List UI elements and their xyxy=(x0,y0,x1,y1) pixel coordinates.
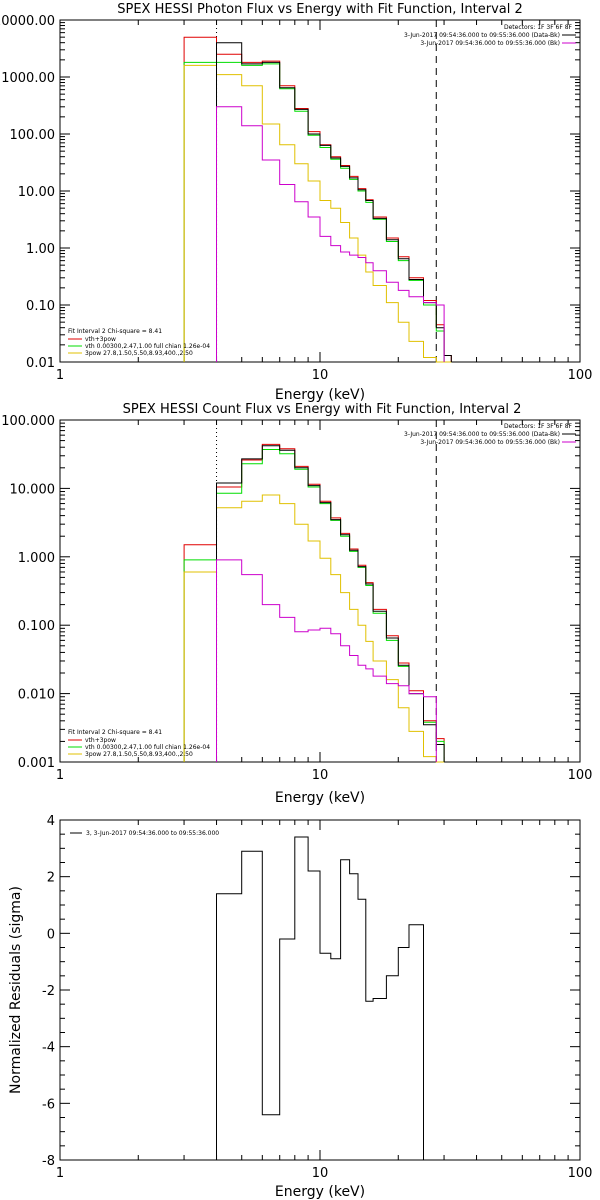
series-line-3 xyxy=(216,42,452,362)
x-tick-label: 1 xyxy=(56,768,64,783)
series-line-2 xyxy=(183,64,452,363)
x-tick-label: 10 xyxy=(312,368,329,383)
series-line-1 xyxy=(183,449,445,762)
residual-legend-label: 3, 3-Jun-2017 09:54:36.000 to 09:55:36.0… xyxy=(86,830,219,837)
y-tick-label: 1.00 xyxy=(26,242,55,257)
count-flux-panel: SPEX HESSI Count Flux vs Energy with Fit… xyxy=(1,402,592,806)
fit-legend-label-0: vth+3pow xyxy=(85,737,116,744)
y-tick-label: 4 xyxy=(47,814,55,829)
y-tick-label: 2 xyxy=(47,871,55,886)
y-tick-label: -6 xyxy=(42,1097,55,1112)
x-tick-label: 100 xyxy=(568,1166,593,1181)
series-line-0 xyxy=(183,36,452,362)
fit-legend-label-1: vth 0.00300,2.47,1.00 full chian 1.26e-0… xyxy=(85,343,210,350)
legend-data-bk-label: 3-Jun-2017 09:54:36.000 to 09:55:36.000 … xyxy=(404,32,560,39)
detectors-label: Detectors: 1F 3F 6F 8F xyxy=(504,423,573,430)
series-group xyxy=(183,20,452,363)
series-line-1 xyxy=(183,61,452,363)
axis-ticks: 1 10 100 -8 -6 -4 -2 0 2 4 xyxy=(42,814,592,1181)
series-line-0 xyxy=(183,443,445,762)
y-tick-label: 0.010 xyxy=(18,688,55,703)
series-line-4 xyxy=(216,106,445,362)
y-tick-label: 10.00 xyxy=(18,185,55,200)
fit-legend: Fit Interval 2 Chi-square = 8.41 vth+3po… xyxy=(68,729,210,758)
plot-frame xyxy=(59,419,581,763)
top-legend: Detectors: 1F 3F 6F 8F 3-Jun-2017 09:54:… xyxy=(404,24,576,47)
fit-header: Fit Interval 2 Chi-square = 8.41 xyxy=(68,729,162,736)
y-tick-label: -2 xyxy=(42,984,55,999)
panel-title: SPEX HESSI Count Flux vs Energy with Fit… xyxy=(123,402,522,417)
residual-legend: 3, 3-Jun-2017 09:54:36.000 to 09:55:36.0… xyxy=(70,830,219,837)
legend-data-bk-label: 3-Jun-2017 09:54:36.000 to 09:55:36.000 … xyxy=(404,431,560,438)
series-group xyxy=(216,836,424,1160)
residuals-panel: 1 10 100 -8 -6 -4 -2 0 2 4 Energy (keV) Normalize… xyxy=(8,814,592,1200)
x-axis-label: Energy (keV) xyxy=(275,387,365,403)
top-legend: Detectors: 1F 3F 6F 8F 3-Jun-2017 09:54:… xyxy=(404,423,576,446)
legend-bk-label: 3-Jun-2017 09:54:36.000 to 09:55:36.000 … xyxy=(420,40,560,47)
y-tick-label: -8 xyxy=(42,1154,55,1169)
y-tick-label: 0.10 xyxy=(26,299,55,314)
series-line-3 xyxy=(216,445,445,762)
x-tick-label: 100 xyxy=(568,368,593,383)
y-axis-label: Normalized Residuals (sigma) xyxy=(8,886,24,1094)
x-tick-label: 10 xyxy=(312,1166,329,1181)
fit-header: Fit Interval 2 Chi-square = 8.41 xyxy=(68,328,162,335)
x-tick-label: 10 xyxy=(312,768,329,783)
y-tick-label: 10.000 xyxy=(10,482,56,497)
y-tick-label: 0.01 xyxy=(26,356,55,371)
series-line-4 xyxy=(216,559,437,762)
y-tick-label: 100.00 xyxy=(10,128,56,143)
y-tick-label: -4 xyxy=(42,1041,55,1056)
x-tick-label: 1 xyxy=(56,368,64,383)
fit-legend-label-1: vth 0.00300,2.47,1.00 full chian 1.26e-0… xyxy=(85,744,210,751)
y-tick-label: 1000.00 xyxy=(1,71,55,86)
fit-legend-label-2: 3pow 27.8,1.50,5.50,8.93,400.,2.50 xyxy=(85,350,193,357)
x-axis-label: Energy (keV) xyxy=(275,790,365,806)
y-tick-label: 0.001 xyxy=(18,756,55,771)
fit-legend: Fit Interval 2 Chi-square = 8.41 vth+3po… xyxy=(68,328,210,357)
x-axis-label: Energy (keV) xyxy=(275,1184,365,1200)
y-tick-label: 100.000 xyxy=(1,414,55,429)
y-tick-label: 0.100 xyxy=(18,619,55,634)
fit-legend-label-2: 3pow 27.8,1.50,5.50,8.93,400.,2.50 xyxy=(85,751,193,758)
series-line-2 xyxy=(183,494,445,763)
series-group xyxy=(183,420,445,763)
legend-bk-label: 3-Jun-2017 09:54:36.000 to 09:55:36.000 … xyxy=(420,439,560,446)
y-tick-label: 10000.00 xyxy=(0,14,55,29)
detectors-label: Detectors: 1F 3F 6F 8F xyxy=(504,24,573,31)
fit-legend-label-0: vth+3pow xyxy=(85,336,116,343)
panel-title: SPEX HESSI Photon Flux vs Energy with Fi… xyxy=(117,2,523,17)
axis-ticks: 1 10 100 0.001 0.010 0.100 1.000 10.000 100.000 xyxy=(1,414,592,783)
axis-ticks: 1 10 100 0.01 0.10 1.00 10.00 100.00 1000.00 1000… xyxy=(0,14,592,383)
series-line-0 xyxy=(216,836,424,1160)
photon-flux-panel: SPEX HESSI Photon Flux vs Energy with Fi… xyxy=(0,2,592,403)
x-tick-label: 1 xyxy=(56,1166,64,1181)
y-tick-label: 0 xyxy=(47,927,55,942)
y-tick-label: 1.000 xyxy=(18,551,55,566)
x-tick-label: 100 xyxy=(568,768,593,783)
